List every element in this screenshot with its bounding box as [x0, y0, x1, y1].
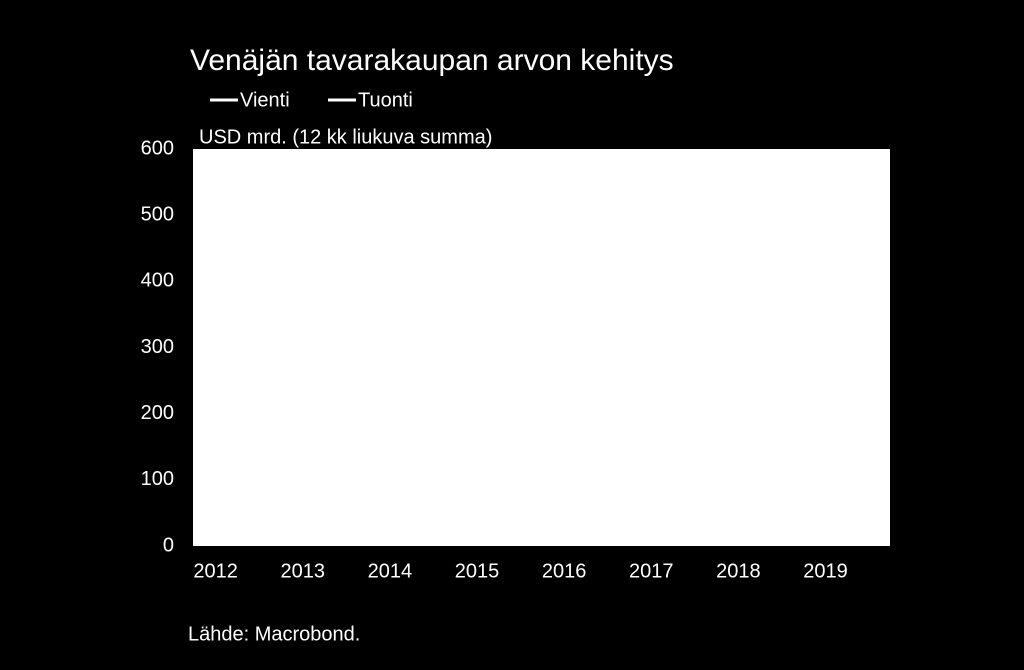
y-tick-label: 0	[163, 534, 174, 556]
x-tick-label: 2018	[716, 560, 761, 582]
x-tick-label: 2014	[368, 560, 413, 582]
y-tick-label: 300	[141, 336, 174, 358]
y-tick-label: 400	[141, 270, 174, 292]
legend-label: Tuonti	[358, 89, 413, 111]
y-tick-label: 100	[141, 468, 174, 490]
x-tick-label: 2016	[542, 560, 587, 582]
plot-area	[193, 149, 890, 546]
x-tick-label: 2019	[803, 560, 848, 582]
subtitle: USD mrd. (12 kk liukuva summa)	[199, 126, 492, 148]
x-tick-label: 2012	[193, 560, 238, 582]
source: Lähde: Macrobond.	[188, 623, 360, 645]
chart-title: Venäjän tavarakaupan arvon kehitys	[190, 44, 674, 77]
legend-label: Vienti	[240, 89, 290, 111]
x-tick-label: 2013	[281, 560, 326, 582]
y-tick-label: 600	[141, 137, 174, 159]
x-tick-label: 2015	[455, 560, 500, 582]
y-tick-label: 500	[141, 203, 174, 225]
x-tick-label: 2017	[629, 560, 674, 582]
y-tick-label: 200	[141, 402, 174, 424]
